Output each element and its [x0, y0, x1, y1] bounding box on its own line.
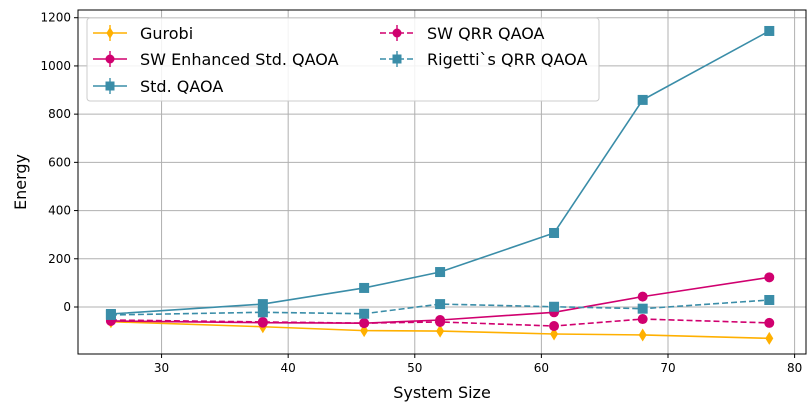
data-point	[105, 309, 116, 320]
series-sw-qrr-qaoa	[105, 314, 775, 332]
data-point	[764, 317, 775, 328]
series-layer	[105, 25, 775, 345]
data-point	[637, 94, 648, 105]
legend-entry: Gurobi	[93, 24, 193, 43]
data-point	[549, 321, 560, 332]
data-point	[765, 331, 774, 345]
y-tick-label: 0	[63, 300, 71, 314]
y-tick-label: 200	[48, 252, 71, 266]
data-point	[637, 314, 648, 325]
legend-label: Std. QAOA	[140, 77, 223, 96]
legend-label: Gurobi	[140, 24, 193, 43]
data-point	[435, 267, 446, 278]
legend-label: SW Enhanced Std. QAOA	[140, 50, 339, 69]
x-axis-label: System Size	[393, 383, 491, 402]
data-point	[549, 227, 560, 238]
y-tick-label: 1000	[40, 59, 71, 73]
y-tick-label: 600	[48, 155, 71, 169]
legend: Gurobi SW Enhanced Std. QAOA Std. QAOA SW Q…	[86, 17, 600, 102]
data-point	[257, 299, 268, 310]
data-point	[359, 318, 370, 329]
x-tick-label: 50	[407, 361, 422, 375]
y-tick-label: 400	[48, 204, 71, 218]
legend-label: Rigetti`s QRR QAOA	[427, 50, 587, 69]
x-tick-label: 40	[281, 361, 296, 375]
data-point	[764, 295, 775, 306]
y-axis-label: Energy	[11, 154, 30, 210]
plot-frame	[77, 9, 807, 355]
legend-label: SW QRR QAOA	[427, 24, 545, 43]
data-point	[435, 316, 446, 327]
legend-entry: Std. QAOA	[93, 77, 223, 96]
data-point	[638, 328, 647, 342]
legend-entry: SW Enhanced Std. QAOA	[93, 50, 339, 69]
data-point	[436, 324, 445, 338]
x-tick-label: 70	[660, 361, 675, 375]
data-point	[257, 316, 268, 327]
y-tick-label: 1200	[40, 11, 71, 25]
legend-entry: Rigetti`s QRR QAOA	[380, 50, 587, 69]
data-point	[764, 25, 775, 36]
data-point	[637, 303, 648, 314]
x-tick-label: 80	[787, 361, 802, 375]
legend-box	[86, 17, 600, 102]
legend-entry: SW QRR QAOA	[380, 24, 545, 43]
data-point	[549, 301, 560, 312]
x-tick-label: 60	[534, 361, 549, 375]
data-point	[435, 299, 446, 310]
data-point	[764, 272, 775, 283]
series-rigetti-s-qrr-qaoa	[105, 295, 775, 320]
data-point	[359, 282, 370, 293]
data-point	[359, 308, 370, 319]
y-tick-label: 800	[48, 107, 71, 121]
data-point	[550, 327, 559, 341]
data-point	[637, 291, 648, 302]
data-point	[257, 307, 268, 318]
x-tick-label: 30	[154, 361, 169, 375]
